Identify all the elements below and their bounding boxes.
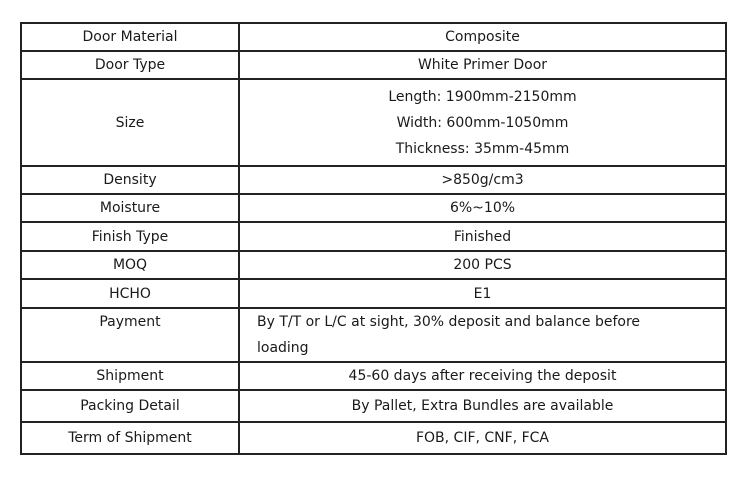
table-row: Moisture 6%~10% [20, 193, 727, 223]
spec-table: Door Material Composite Door Type White Pri… [20, 22, 727, 455]
spec-value: 6%~10% [238, 193, 727, 223]
spec-value-line: 200 PCS [453, 257, 512, 273]
table-row: Term of Shipment FOB, CIF, CNF, FCA [20, 421, 727, 455]
spec-label: Finish Type [20, 221, 240, 252]
table-row: Packing Detail By Pallet, Extra Bundles a… [20, 389, 727, 423]
table-row: Door Type White Primer Door [20, 50, 727, 80]
spec-label: Packing Detail [20, 389, 240, 423]
spec-value: FOB, CIF, CNF, FCA [238, 421, 727, 455]
spec-value: 45-60 days after receiving the deposit [238, 361, 727, 391]
spec-label: Moisture [20, 193, 240, 223]
spec-value: By T/T or L/C at sight, 30% deposit and … [238, 307, 727, 363]
spec-value-line: Thickness: 35mm-45mm [395, 140, 570, 157]
spec-label: MOQ [20, 250, 240, 280]
spec-value-line: 6%~10% [449, 200, 516, 216]
spec-value-line: FOB, CIF, CNF, FCA [415, 430, 550, 446]
spec-value-line: Length: 1900mm-2150mm [388, 88, 577, 105]
table-row: Finish Type Finished [20, 221, 727, 252]
spec-value-line: E1 [473, 285, 492, 302]
spec-value: E1 [238, 278, 727, 309]
table-row: HCHO E1 [20, 278, 727, 309]
spec-label: Term of Shipment [20, 421, 240, 455]
spec-value: By Pallet, Extra Bundles are available [238, 389, 727, 423]
spec-value-line: 45-60 days after receiving the deposit [348, 368, 617, 384]
spec-value: >850g/cm3 [238, 165, 727, 195]
spec-label: Density [20, 165, 240, 195]
spec-label: Payment [20, 307, 240, 363]
table-row: Size Length: 1900mm-2150mm Width: 600mm-10… [20, 78, 727, 167]
spec-label: Door Type [20, 50, 240, 80]
spec-value: Composite [238, 22, 727, 52]
spec-value: White Primer Door [238, 50, 727, 80]
spec-value-line: Composite [445, 29, 520, 45]
spec-value-line: Finished [453, 228, 512, 245]
table-row: Shipment 45-60 days after receiving the d… [20, 361, 727, 391]
table-row: Door Material Composite [20, 22, 727, 52]
spec-value: 200 PCS [238, 250, 727, 280]
spec-label: Size [20, 78, 240, 167]
table-row: MOQ 200 PCS [20, 250, 727, 280]
spec-value-line: By T/T or L/C at sight, 30% deposit and … [257, 314, 641, 330]
spec-value-line: By Pallet, Extra Bundles are available [351, 398, 614, 414]
table-row: Density >850g/cm3 [20, 165, 727, 195]
spec-value-line: loading [257, 340, 309, 356]
spec-value-line: Width: 600mm-1050mm [396, 114, 569, 131]
spec-value-line: White Primer Door [417, 57, 548, 73]
spec-label: Shipment [20, 361, 240, 391]
spec-value: Finished [238, 221, 727, 252]
spec-value-line: >850g/cm3 [441, 172, 524, 188]
table-row: Payment By T/T or L/C at sight, 30% depos… [20, 307, 727, 363]
spec-label: HCHO [20, 278, 240, 309]
spec-value: Length: 1900mm-2150mm Width: 600mm-1050mm… [238, 78, 727, 167]
spec-label: Door Material [20, 22, 240, 52]
